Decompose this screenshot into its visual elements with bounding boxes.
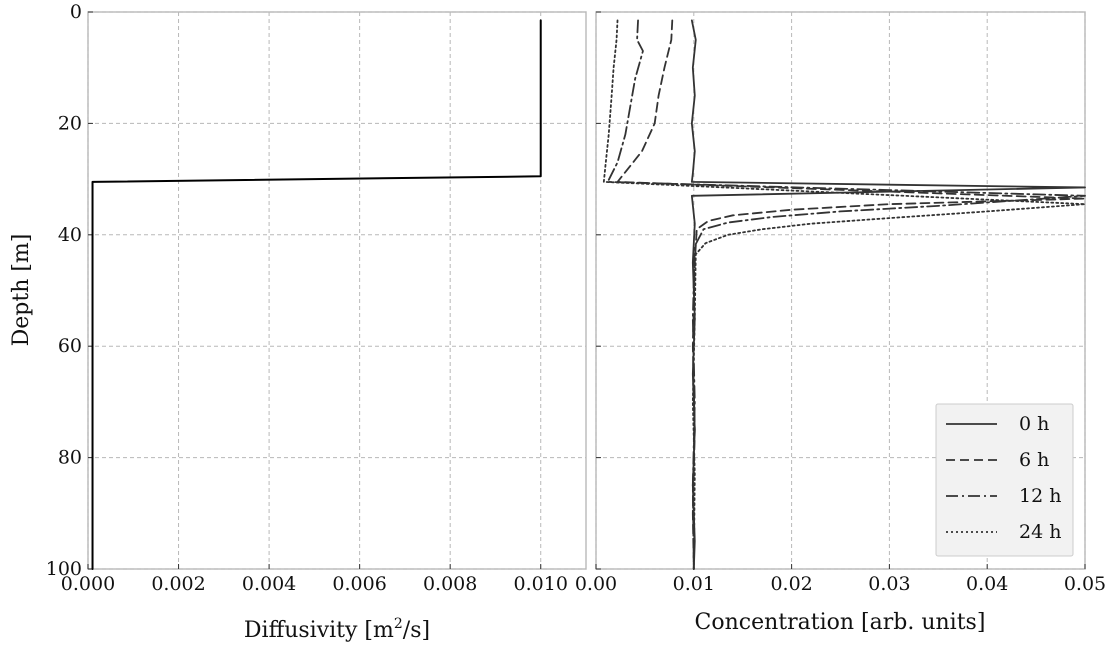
concentration-x-axis-label: Concentration [arb. units]: [695, 610, 986, 635]
diffusivity-plot-frame: [87, 11, 587, 570]
legend: 0 h 6 h 12 h 24 h: [935, 403, 1074, 557]
x-tick-label: 0.008: [423, 573, 477, 595]
x-tick-label: 0.01: [673, 573, 715, 595]
x-tick-label: 0.002: [151, 573, 205, 595]
x-tick-label: 0.010: [514, 573, 568, 595]
x-tick-label: 0.00: [575, 573, 617, 595]
diffusivity-series: [91, 19, 542, 570]
x-tick-label: 0.000: [61, 573, 115, 595]
concentration-panel: 0.00 0.01 0.02 0.03 0.04 0.05 Concentration […: [575, 11, 1106, 635]
concentration-series: [602, 19, 1086, 570]
legend-label: 12 h: [1019, 485, 1061, 507]
x-tick-label: 0.004: [242, 573, 296, 595]
concentration-ticks: 0.00 0.01 0.02 0.03 0.04 0.05: [575, 11, 1106, 595]
y-tick-label: 40: [58, 224, 82, 246]
diffusivity-panel: 0.000 0.002 0.004 0.006 0.008 0.010 0 20 40 60 80 1…: [9, 1, 587, 643]
legend-box: [935, 403, 1074, 557]
series-line-24h: [602, 19, 1086, 570]
diffusivity-grid: [87, 11, 586, 570]
legend-label: 0 h: [1019, 413, 1049, 435]
y-tick-label: 100: [46, 558, 82, 580]
y-tick-label: 80: [58, 447, 82, 469]
legend-label: 24 h: [1019, 521, 1061, 543]
y-tick-label: 20: [58, 112, 82, 134]
diffusivity-x-axis-label: Diffusivity [m2/s]: [244, 616, 430, 643]
legend-label: 6 h: [1019, 449, 1049, 471]
concentration-plot-frame: [595, 11, 1086, 570]
x-tick-label: 0.04: [966, 573, 1008, 595]
diffusivity-ticks: 0.000 0.002 0.004 0.006 0.008 0.010 0 20 40 60 80 1…: [46, 1, 568, 595]
depth-y-axis-label: Depth [m]: [9, 234, 34, 347]
x-tick-label: 0.03: [868, 573, 910, 595]
y-tick-label: 60: [58, 335, 82, 357]
diffusivity-profile-line: [91, 19, 542, 570]
x-tick-label: 0.05: [1064, 573, 1106, 595]
series-line-12h: [606, 19, 1086, 570]
x-tick-label: 0.02: [770, 573, 812, 595]
y-tick-label: 0: [70, 1, 82, 23]
x-tick-label: 0.006: [332, 573, 386, 595]
